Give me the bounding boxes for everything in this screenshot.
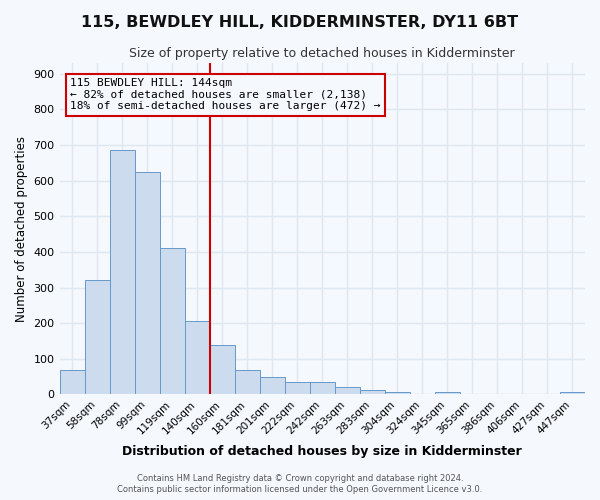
Bar <box>385 392 410 394</box>
Bar <box>435 392 460 394</box>
Bar <box>360 390 385 394</box>
Bar <box>310 382 335 394</box>
Bar <box>260 378 285 394</box>
Text: 115 BEWDLEY HILL: 144sqm
← 82% of detached houses are smaller (2,138)
18% of sem: 115 BEWDLEY HILL: 144sqm ← 82% of detach… <box>70 78 380 111</box>
X-axis label: Distribution of detached houses by size in Kidderminster: Distribution of detached houses by size … <box>122 444 522 458</box>
Bar <box>160 248 185 394</box>
Bar <box>335 386 360 394</box>
Bar <box>59 370 85 394</box>
Bar <box>85 280 110 394</box>
Bar <box>560 392 585 394</box>
Bar <box>285 382 310 394</box>
Bar <box>185 322 209 394</box>
Bar <box>134 172 160 394</box>
Text: Contains HM Land Registry data © Crown copyright and database right 2024.
Contai: Contains HM Land Registry data © Crown c… <box>118 474 482 494</box>
Y-axis label: Number of detached properties: Number of detached properties <box>15 136 28 322</box>
Text: 115, BEWDLEY HILL, KIDDERMINSTER, DY11 6BT: 115, BEWDLEY HILL, KIDDERMINSTER, DY11 6… <box>82 15 518 30</box>
Title: Size of property relative to detached houses in Kidderminster: Size of property relative to detached ho… <box>130 48 515 60</box>
Bar <box>209 346 235 395</box>
Bar <box>235 370 260 394</box>
Bar <box>110 150 134 394</box>
